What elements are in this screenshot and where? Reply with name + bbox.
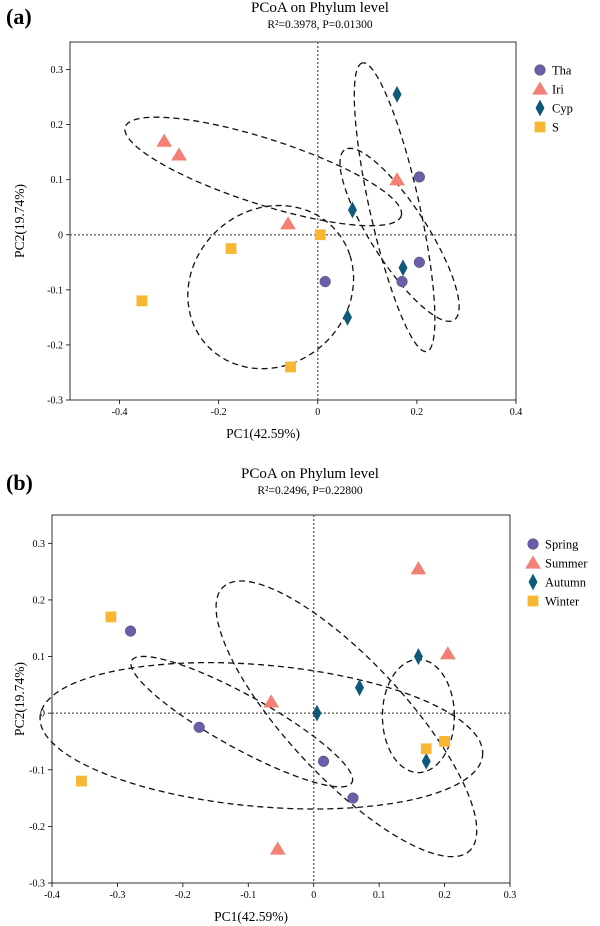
y-tick-label: 0.1 bbox=[51, 175, 64, 186]
data-point-spring bbox=[193, 721, 205, 733]
data-point-tha bbox=[413, 171, 425, 183]
y-tick-label: 0.2 bbox=[51, 120, 64, 131]
x-tick-label: 0.1 bbox=[373, 890, 386, 901]
confidence-ellipse bbox=[130, 655, 354, 788]
confidence-ellipse bbox=[187, 204, 355, 370]
y-tick-label: 0.3 bbox=[33, 539, 46, 550]
legend-marker-autumn bbox=[528, 573, 538, 591]
data-point-s bbox=[314, 229, 326, 241]
legend-marker-iri bbox=[532, 81, 548, 95]
legend-label: Spring bbox=[545, 538, 579, 552]
data-point-iri bbox=[156, 133, 173, 147]
panel-a: -0.4 -0.2 0 0.2 0.4 -0.3 -0.2 -0.1 0 0.1 0.2 0.3 PC1… bbox=[6, 0, 573, 441]
data-point-s bbox=[285, 361, 296, 373]
data-point-tha bbox=[319, 276, 331, 288]
data-point-spring bbox=[347, 792, 359, 804]
data-point-tha bbox=[413, 256, 425, 268]
legend-label: Iri bbox=[552, 83, 564, 97]
data-point-winter bbox=[439, 736, 450, 747]
panel-label: (a) bbox=[6, 4, 32, 29]
y-tick-label: 0 bbox=[40, 709, 45, 720]
data-point-cyp bbox=[398, 259, 408, 277]
data-point-summer bbox=[439, 646, 456, 660]
legend-label: Winter bbox=[545, 595, 580, 609]
y-tick-label: 0.2 bbox=[33, 595, 46, 606]
data-point-iri bbox=[171, 147, 187, 161]
legend-label: Summer bbox=[545, 557, 588, 571]
x-tick-label: -0.3 bbox=[110, 890, 126, 901]
chart-title: PCoA on Phylum level bbox=[251, 0, 389, 16]
y-axis-label: PC2(19.74%) bbox=[12, 184, 27, 258]
chart-stat: R²=0.2496, P=0.22800 bbox=[257, 485, 363, 497]
x-tick-label: -0.4 bbox=[44, 890, 60, 901]
confidence-ellipse bbox=[381, 658, 456, 774]
x-tick-label: 0.2 bbox=[438, 890, 451, 901]
x-tick-label: -0.4 bbox=[112, 407, 128, 418]
data-point-iri bbox=[280, 216, 296, 230]
data-point-cyp bbox=[347, 201, 357, 219]
chart-a-svg: -0.4 -0.2 0 0.2 0.4 -0.3 -0.2 -0.1 0 0.1 0.2 0.3 PC1… bbox=[12, 41, 573, 441]
data-point-summer bbox=[269, 841, 286, 855]
legend-label: S bbox=[552, 121, 559, 135]
data-point-winter bbox=[105, 611, 117, 623]
confidence-ellipse bbox=[124, 116, 403, 227]
data-point-summer bbox=[410, 561, 427, 575]
legend-marker-winter bbox=[527, 595, 539, 607]
chart-b-svg: -0.4 -0.3 -0.2 -0.1 0 0.1 0.2 0.3-0.3-0.2-0.100… bbox=[12, 514, 588, 924]
legend-label: Cyp bbox=[552, 102, 573, 116]
data-point-autumn bbox=[355, 679, 365, 697]
y-tick-label: -0.1 bbox=[29, 765, 45, 776]
legend-marker-spring bbox=[527, 538, 539, 550]
y-axis-label: PC2(19.74%) bbox=[12, 662, 27, 736]
confidence-ellipse bbox=[39, 661, 484, 810]
chart-stat: R²=0.3978, P=0.01300 bbox=[267, 19, 373, 31]
y-tick-label: 0.3 bbox=[51, 65, 64, 76]
legend-marker-cyp bbox=[535, 99, 545, 117]
plot-frame bbox=[69, 41, 517, 401]
data-point-autumn bbox=[421, 752, 431, 770]
data-point-cyp bbox=[343, 308, 353, 326]
x-tick-label: -0.1 bbox=[240, 890, 256, 901]
x-tick-label: 0 bbox=[311, 890, 316, 901]
data-point-spring bbox=[124, 625, 137, 637]
x-tick-label: -0.2 bbox=[211, 407, 227, 418]
x-axis-label: PC1(42.59%) bbox=[226, 426, 300, 441]
y-tick-label: 0 bbox=[58, 230, 63, 241]
data-point-cyp bbox=[392, 85, 402, 103]
legend-label: Tha bbox=[552, 64, 572, 78]
data-point-s bbox=[225, 243, 237, 254]
data-point-spring bbox=[317, 755, 330, 767]
legend-marker-summer bbox=[525, 555, 541, 569]
data-point-tha bbox=[396, 276, 408, 288]
legend-marker-s bbox=[534, 121, 546, 133]
y-tick-label: -0.1 bbox=[47, 285, 63, 296]
y-tick-label: -0.2 bbox=[47, 340, 63, 351]
data-point-winter bbox=[76, 775, 87, 787]
panel-b: -0.4 -0.3 -0.2 -0.1 0 0.1 0.2 0.3 -0.3 -0.2 -0.1 0 0… bbox=[0, 463, 600, 926]
y-tick-label: 0.1 bbox=[33, 652, 46, 663]
plot-frame bbox=[51, 514, 511, 884]
data-point-autumn bbox=[413, 648, 423, 665]
legend-label: Autumn bbox=[545, 576, 587, 590]
y-tick-label: -0.2 bbox=[29, 822, 45, 833]
chart-title: PCoA on Phylum level bbox=[241, 466, 379, 482]
panel-label: (b) bbox=[6, 470, 33, 495]
x-axis-label: PC1(42.59%) bbox=[214, 909, 288, 924]
data-point-summer bbox=[263, 694, 280, 708]
data-point-autumn bbox=[312, 704, 322, 722]
x-tick-label: 0.3 bbox=[504, 890, 517, 901]
x-tick-label: 0.4 bbox=[510, 407, 523, 418]
x-tick-label: 0.2 bbox=[411, 407, 424, 418]
x-tick-label: 0 bbox=[315, 407, 320, 418]
y-tick-label: -0.3 bbox=[29, 879, 45, 890]
confidence-ellipse bbox=[215, 580, 478, 858]
data-point-winter bbox=[420, 743, 432, 755]
confidence-ellipse bbox=[353, 62, 436, 353]
x-tick-label: -0.2 bbox=[175, 890, 191, 901]
data-point-iri bbox=[389, 172, 405, 186]
data-point-s bbox=[136, 295, 148, 307]
y-tick-label: -0.3 bbox=[47, 396, 63, 407]
legend-marker-tha bbox=[534, 64, 546, 76]
